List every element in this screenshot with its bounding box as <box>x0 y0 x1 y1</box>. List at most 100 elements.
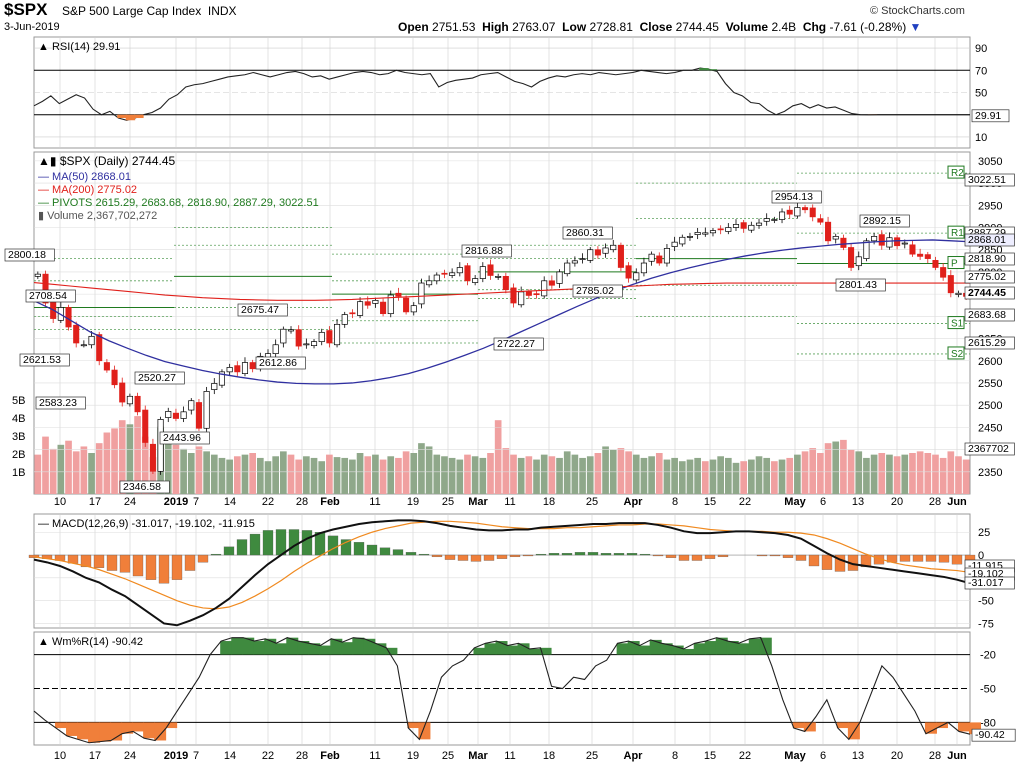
rsi-oversold-fill <box>134 114 144 119</box>
label-box <box>964 252 1015 266</box>
candle-body <box>924 254 931 259</box>
wr-overbought-fill <box>297 641 310 655</box>
x-tick-label: 13 <box>852 750 864 762</box>
volume-bar <box>916 451 924 494</box>
volume-bar <box>824 443 832 494</box>
pivot-label-text: P <box>951 259 958 270</box>
macd-tick-label: -75 <box>978 618 994 630</box>
x-tick-label: 18 <box>543 750 555 762</box>
candle-body <box>103 362 110 371</box>
macd-histogram-bar <box>444 554 456 560</box>
price-annotation: 2520.27 <box>134 371 185 385</box>
volume-bar <box>502 448 510 494</box>
wr-oversold-fill <box>66 722 79 736</box>
x-tick-label: Feb <box>320 496 340 508</box>
candle-body <box>234 365 241 373</box>
wr-legend: ▲ Wm%R(14) -90.42 <box>38 636 143 648</box>
candle-body <box>96 334 103 362</box>
volume-bar <box>602 446 609 494</box>
price-annotation: 2800.18 <box>4 248 55 262</box>
high-label: High <box>482 20 509 34</box>
macd-signal-line <box>33 520 971 610</box>
volume-tick-label: 5B <box>12 395 25 407</box>
macd-histogram-bar <box>93 554 105 568</box>
label-box <box>19 353 70 367</box>
brand-label[interactable]: © StockCharts.com <box>870 5 965 17</box>
candle-body <box>42 273 49 304</box>
wr-oversold-fill <box>154 722 167 741</box>
dropdown-arrow-icon[interactable]: ▼ <box>909 20 922 34</box>
volume-bar <box>909 453 916 494</box>
label-text: 2800.18 <box>8 249 46 261</box>
volume-bar <box>870 454 878 494</box>
wr-overbought-fill <box>220 641 233 655</box>
low-value: 2728.81 <box>589 20 633 34</box>
wr-overbought-fill <box>737 643 750 655</box>
candle-body <box>541 280 548 297</box>
wr-overbought-fill <box>528 648 541 655</box>
exchange-label: INDX <box>207 4 237 18</box>
label-box <box>964 286 1015 300</box>
macd-histogram-bar <box>470 554 482 562</box>
macd-histogram-bar <box>275 529 287 556</box>
volume-bar <box>755 456 763 494</box>
security-name-text: S&P 500 Large Cap Index <box>62 4 202 18</box>
volume-bar <box>525 456 533 494</box>
price-tick-label: 2350 <box>978 467 1002 479</box>
wr-oversold-fill <box>99 722 112 742</box>
x-tick-label: 28 <box>296 750 308 762</box>
label-box <box>493 337 544 351</box>
wr-line <box>33 637 971 744</box>
candle-body <box>272 344 279 354</box>
pivot-label-text: R1 <box>951 228 964 239</box>
volume-bar <box>479 457 487 494</box>
candle-body <box>364 301 371 306</box>
volume-bar <box>287 454 295 494</box>
candle-body <box>387 294 394 315</box>
candle-body <box>909 244 916 255</box>
x-tick-label: 22 <box>262 750 274 762</box>
candle-body <box>940 267 947 278</box>
candle-body <box>188 400 195 411</box>
volume-bar <box>678 461 686 494</box>
volume-bar <box>164 438 172 494</box>
volume-bar <box>794 454 801 494</box>
macd-histogram-bar <box>756 554 768 557</box>
wr-oversold-fill <box>121 722 134 734</box>
macd-histogram-bar <box>340 539 352 556</box>
volume-bar <box>172 444 180 494</box>
high-value: 2763.07 <box>512 20 556 34</box>
candle-body <box>433 274 440 282</box>
pivot-label-p: P <box>947 256 965 270</box>
volume-label: Volume <box>725 20 769 34</box>
label-text: -31.017 <box>968 577 1004 589</box>
price-annotation: 2583.23 <box>35 396 86 410</box>
volume-bar <box>832 441 840 494</box>
open-label: Open <box>398 20 429 34</box>
x-tick-label: 19 <box>407 750 419 762</box>
label-box <box>771 190 822 204</box>
volume-value: 2.4B <box>771 20 797 34</box>
wr-oversold-fill <box>88 722 101 743</box>
x-tick-label: 17 <box>89 496 101 508</box>
candle-body <box>403 297 410 313</box>
macd-histogram-bar <box>652 554 664 557</box>
volume-bar <box>418 443 425 494</box>
candle-body <box>625 265 632 279</box>
volume-bar <box>49 448 57 494</box>
volume-bar <box>310 457 318 494</box>
x-tick-label: 25 <box>442 496 454 508</box>
rsi-oversold-fill <box>117 114 127 119</box>
wr-overbought-fill <box>264 638 277 655</box>
volume-bar <box>318 461 326 494</box>
label-text: 2583.23 <box>39 397 77 409</box>
volume-bar <box>886 454 893 494</box>
volume-bar <box>640 457 648 494</box>
label-text: 2346.58 <box>123 481 161 493</box>
volume-bar <box>256 457 264 494</box>
legend-pivots: — PIVOTS 2615.29, 2683.68, 2818.90, 2887… <box>38 197 319 209</box>
macd-histogram-bar <box>145 554 157 580</box>
candle-body <box>917 253 924 257</box>
candle-body <box>755 222 763 226</box>
wr-overbought-fill <box>693 643 706 655</box>
